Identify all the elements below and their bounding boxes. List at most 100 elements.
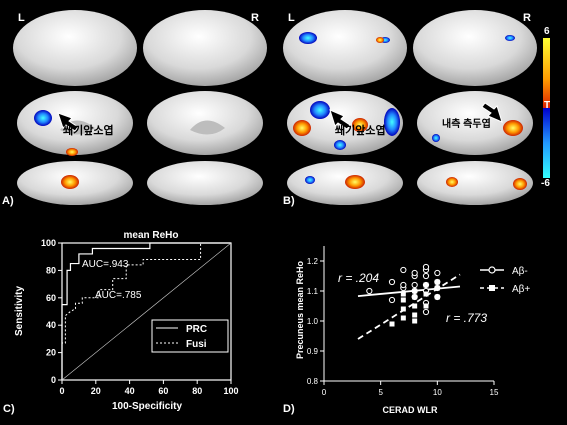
scatter-point-abeta-pos <box>423 303 429 309</box>
entorhinal-label-b: 내측 측두엽 <box>442 119 491 130</box>
scatter-point-abeta-pos <box>389 321 395 327</box>
roc-ytick-label: 80 <box>46 265 56 275</box>
roc-xtick-label: 0 <box>59 386 64 396</box>
scatter-point-abeta-neg <box>388 278 396 286</box>
scatter-point-abeta-pos <box>412 294 418 300</box>
scatter-point-abeta-neg <box>422 263 430 271</box>
precuneus-label-b: 쐐기앞소엽 <box>335 125 386 137</box>
roc-ytick-label: 100 <box>41 238 56 248</box>
brain-renders-a <box>13 10 267 205</box>
scatter-legend-pos: Aβ+ <box>512 284 530 295</box>
scatter-chart: CERAD WLR Precuneus mean ReHo 0 5 10 15 0.8 0… <box>295 246 530 415</box>
scatter-r-pos: r = .773 <box>446 311 487 325</box>
scatter-point-abeta-pos <box>434 294 440 300</box>
roc-xtick-label: 40 <box>125 386 135 396</box>
scatter-point-abeta-pos <box>434 285 440 291</box>
brain-renders-b <box>283 10 537 205</box>
scatter-point-abeta-neg <box>400 266 407 274</box>
roc-ytick-label: 40 <box>46 320 56 330</box>
panel-d: D) CERAD WLR Precuneus mean ReHo 0 5 10 15 0… <box>280 210 567 425</box>
colorbar-min: -6 <box>541 178 550 189</box>
hemi-right-label-a: R <box>251 12 259 24</box>
scatter-xtick-label: 10 <box>433 388 442 397</box>
scatter-fit-line <box>357 285 461 297</box>
scatter-r-neg: r = .204 <box>338 271 379 285</box>
scatter-point-abeta-pos <box>400 291 406 297</box>
roc-ytick-label: 0 <box>51 375 56 385</box>
roc-auc-fusi: AUC=.785 <box>95 290 142 301</box>
scatter-point-abeta-neg <box>411 269 418 277</box>
scatter-ytick-label: 0.9 <box>307 347 319 356</box>
scatter-ytick-label: 1.2 <box>307 257 319 266</box>
scatter-point-abeta-pos <box>412 312 418 318</box>
scatter-ytick-label: 1.1 <box>307 287 319 296</box>
scatter-point-abeta-neg <box>411 281 418 289</box>
roc-ylabel: Sensitivity <box>14 286 25 336</box>
colorbar-mid: T <box>544 100 551 111</box>
scatter-point-abeta-pos <box>412 288 418 294</box>
panel-b: L R 쐐기앞소엽 내측 측두엽 B) 6 T -6 <box>280 0 567 210</box>
roc-xtick-label: 100 <box>223 386 238 396</box>
roc-xtick-label: 20 <box>91 386 101 396</box>
scatter-point-abeta-neg <box>422 308 430 316</box>
scatter-point-abeta-neg <box>388 296 396 304</box>
scatter-point-abeta-pos <box>400 315 406 321</box>
roc-line-prc <box>61 242 231 380</box>
brain-ventral-left-b <box>287 161 403 205</box>
panel-c-label: C) <box>3 403 15 415</box>
panel-a-label: A) <box>2 195 14 207</box>
scatter-ylabel: Precuneus mean ReHo <box>295 260 305 359</box>
scatter-ytick-label: 1.0 <box>307 317 319 326</box>
roc-xtick-label: 80 <box>192 386 202 396</box>
roc-legend-box <box>151 319 229 353</box>
scatter-xtick-label: 15 <box>490 388 499 397</box>
scatter-point-abeta-pos <box>434 279 440 285</box>
scatter-legend-pos-marker <box>489 285 495 291</box>
brain-lateral-left-b <box>283 10 407 86</box>
colorbar-max: 6 <box>544 26 550 37</box>
panel-a: L R <box>0 0 280 210</box>
scatter-legend-neg-marker <box>488 266 496 274</box>
roc-chart: mean ReHo 100-Specificity Sensitivity 0 2… <box>14 230 239 412</box>
roc-auc-prc: AUC=.943 <box>82 259 129 270</box>
panel-c: C) mean ReHo 100-Specificity Sensitivity… <box>0 210 280 425</box>
roc-line-fusi <box>61 242 231 380</box>
colorbar <box>543 38 550 178</box>
roc-legend-prc: PRC <box>186 324 207 335</box>
scatter-xlabel: CERAD WLR <box>383 405 438 415</box>
precuneus-label-a: 쐐기앞소엽 <box>63 125 114 137</box>
brain-lateral-right <box>143 10 267 86</box>
scatter-point-abeta-pos <box>412 318 418 324</box>
scatter-fit-line <box>357 273 461 340</box>
roc-title: mean ReHo <box>123 230 178 241</box>
hemi-right-label-b: R <box>523 12 531 24</box>
scatter-point-abeta-neg <box>366 287 373 295</box>
scatter-ytick-label: 0.8 <box>307 377 319 386</box>
scatter-xtick-label: 5 <box>378 388 383 397</box>
scatter-point-abeta-pos <box>423 282 429 288</box>
scatter-point-abeta-neg <box>422 272 430 280</box>
hemi-left-label-a: L <box>18 12 25 24</box>
scatter-xtick-label: 0 <box>322 388 327 397</box>
scatter-point-abeta-pos <box>423 291 429 297</box>
roc-ytick-label: 60 <box>46 293 56 303</box>
scatter-legend-neg: Aβ- <box>512 266 528 277</box>
roc-legend-fusi: Fusi <box>186 339 207 350</box>
scatter-point-abeta-neg <box>400 281 407 289</box>
roc-line-reference <box>61 242 232 381</box>
roc-xlabel: 100-Specificity <box>112 401 182 412</box>
scatter-point-abeta-neg <box>434 269 441 277</box>
scatter-point-abeta-pos <box>400 297 406 303</box>
roc-ytick-label: 20 <box>46 348 56 358</box>
brain-ventral-right <box>147 161 263 205</box>
scatter-point-abeta-pos <box>400 306 406 312</box>
panel-d-label: D) <box>283 403 295 415</box>
roc-xtick-label: 60 <box>158 386 168 396</box>
brain-lateral-left <box>13 10 137 86</box>
scatter-point-abeta-pos <box>412 303 418 309</box>
brain-lateral-right-b <box>413 10 537 86</box>
panel-b-label: B) <box>283 195 295 207</box>
brain-medial-right-b <box>417 91 533 155</box>
brain-ventral-right-b <box>417 161 533 205</box>
hemi-left-label-b: L <box>288 12 295 24</box>
